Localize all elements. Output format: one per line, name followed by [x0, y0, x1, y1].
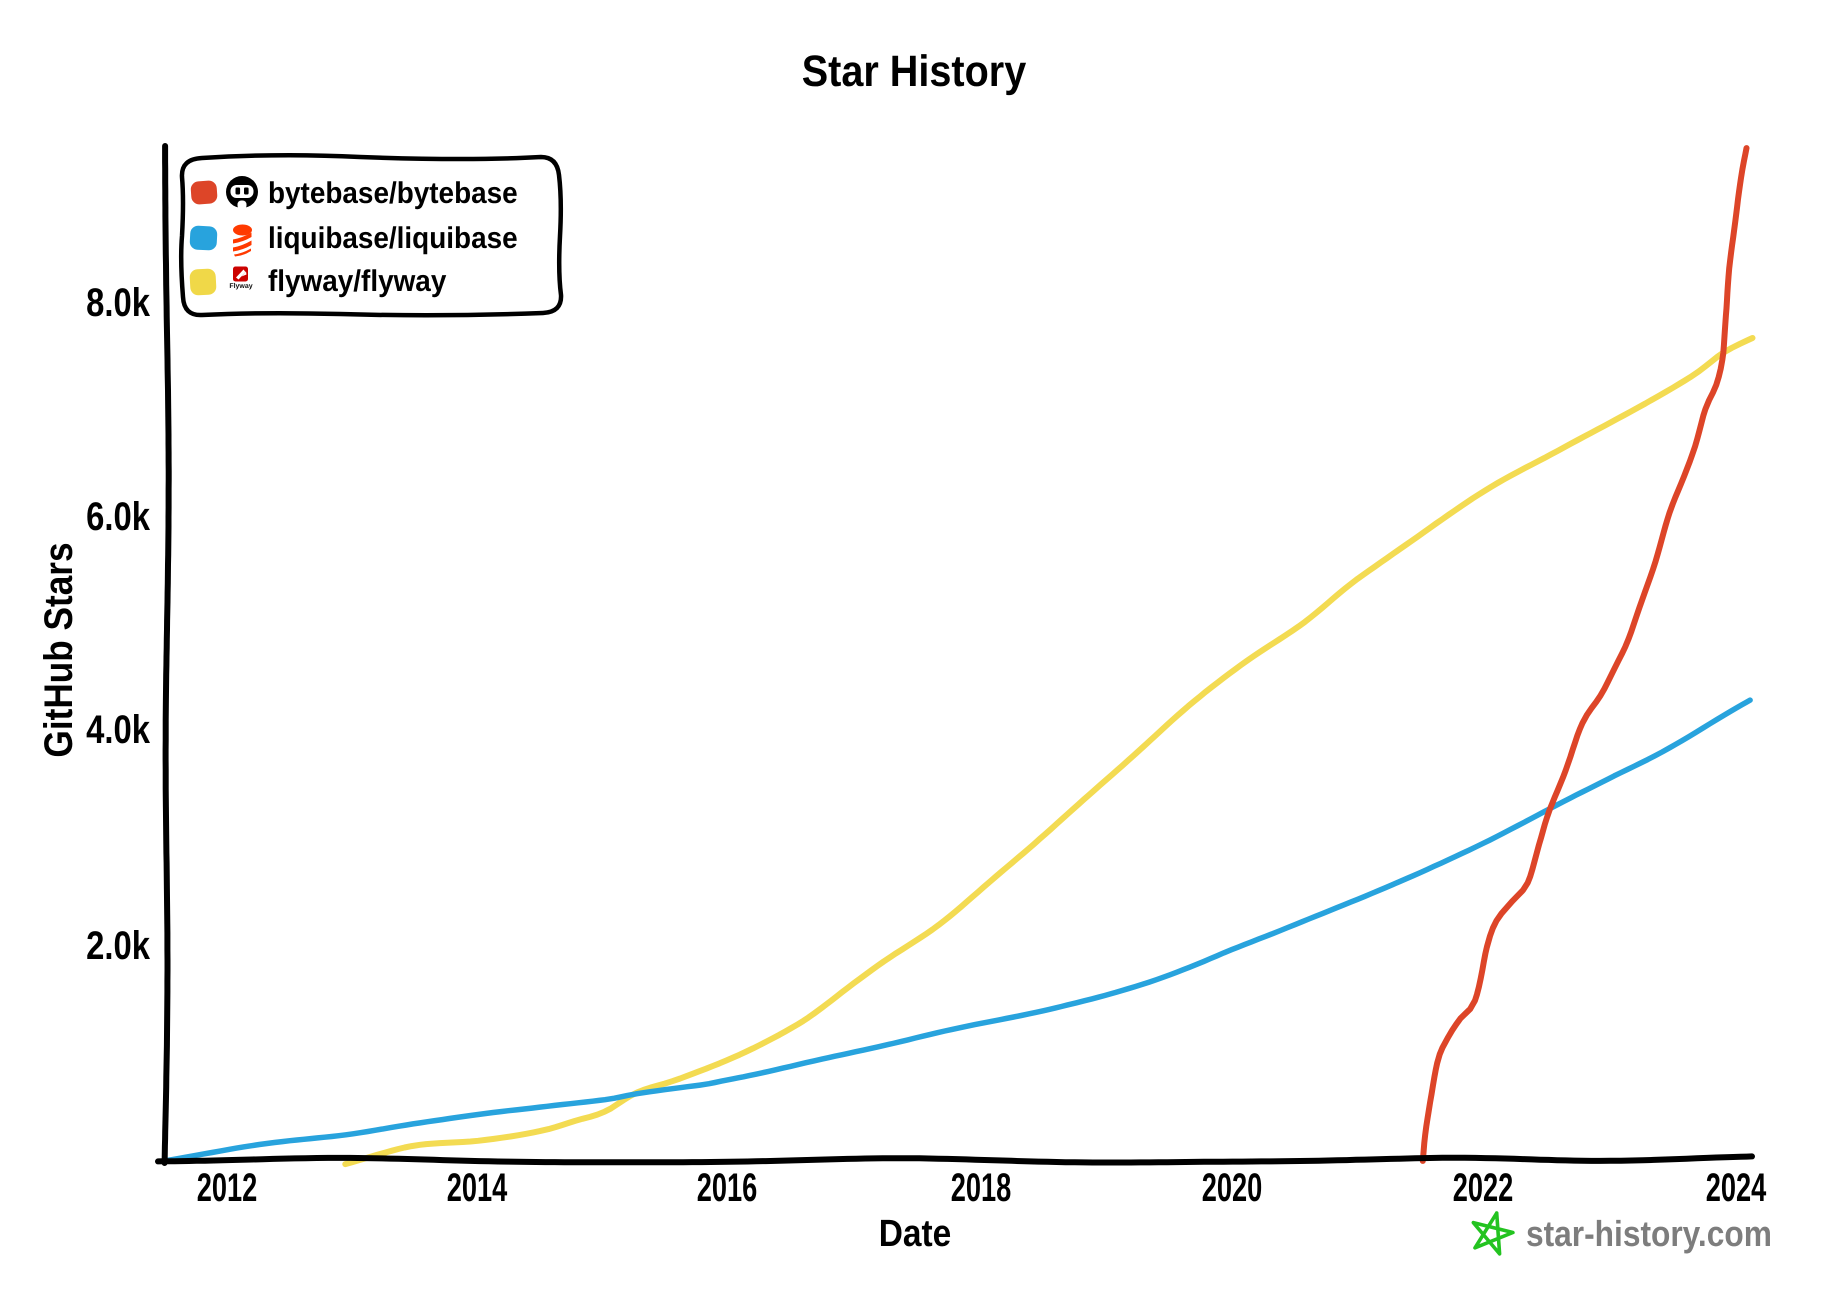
svg-text:2018: 2018 — [951, 1166, 1012, 1210]
svg-text:Date: Date — [879, 1213, 951, 1255]
svg-text:flyway/flyway: flyway/flyway — [268, 265, 447, 298]
svg-text:liquibase/liquibase: liquibase/liquibase — [268, 222, 518, 255]
svg-text:2022: 2022 — [1453, 1166, 1514, 1210]
svg-text:Flyway: Flyway — [229, 282, 252, 290]
svg-text:2024: 2024 — [1706, 1166, 1767, 1210]
svg-text:bytebase/bytebase: bytebase/bytebase — [268, 177, 518, 210]
svg-text:8.0k: 8.0k — [86, 281, 150, 325]
svg-text:2014: 2014 — [447, 1166, 508, 1210]
svg-text:2.0k: 2.0k — [86, 924, 150, 968]
svg-text:2020: 2020 — [1202, 1166, 1263, 1210]
svg-text:star-history.com: star-history.com — [1526, 1213, 1772, 1254]
svg-text:Star History: Star History — [802, 47, 1027, 96]
svg-text:2012: 2012 — [197, 1166, 258, 1210]
svg-text:4.0k: 4.0k — [86, 708, 150, 752]
svg-text:6.0k: 6.0k — [86, 495, 150, 539]
svg-text:GitHub Stars: GitHub Stars — [37, 542, 81, 757]
svg-text:2016: 2016 — [697, 1166, 758, 1210]
